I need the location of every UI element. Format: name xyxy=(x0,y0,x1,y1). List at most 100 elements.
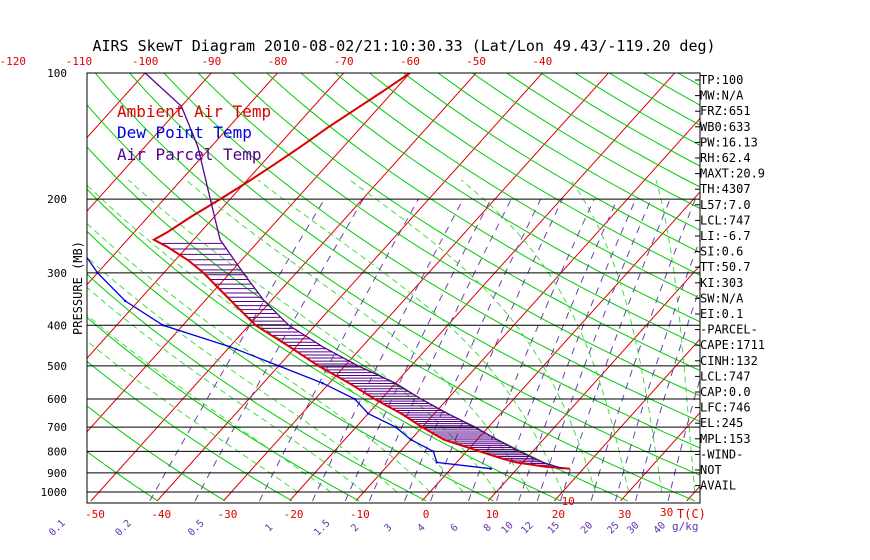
mixing-ratio-line xyxy=(590,198,696,502)
isotherm-line xyxy=(223,73,610,502)
mixing-ratio-label: 2 xyxy=(349,522,361,534)
isotherm-line xyxy=(87,73,279,286)
bottom-temperature-label: 20 xyxy=(552,508,565,521)
dewpoint-point xyxy=(21,157,23,159)
profile-series xyxy=(21,73,571,470)
top-temperature-label: -90 xyxy=(201,55,221,68)
stability-index: CINH:132 xyxy=(700,354,758,368)
cape-hatching xyxy=(160,242,552,466)
mixing-ratio-label: 10 xyxy=(500,520,516,536)
stability-index: SI:0.6 xyxy=(700,245,743,259)
top-temperature-labels: -120 -110 -100 -90 -80 -70 -60 -50 -40 xyxy=(0,55,552,68)
isotherm-line xyxy=(620,411,700,502)
stability-index: TP:100 xyxy=(700,73,743,87)
isotherm-line xyxy=(819,64,870,501)
pressure-tick-labels: 100 200 300 400 500 600 700 800 900 1000 xyxy=(41,67,68,499)
dewpoint-point xyxy=(96,271,99,275)
dewpoint-point xyxy=(73,239,75,241)
dry-adiabat xyxy=(87,273,427,502)
bottom-temperature-label: -50 xyxy=(85,508,105,521)
mixing-ratio-line xyxy=(430,198,563,502)
moist-adiabat xyxy=(257,179,563,493)
mixing-ratio-line xyxy=(635,285,700,502)
dewpoint-point xyxy=(48,120,50,122)
legend-dewpoint: Dew Point Temp xyxy=(117,123,252,142)
stability-index: NOT xyxy=(700,463,722,477)
pressure-tick-label: 900 xyxy=(47,467,67,480)
isotherm-line xyxy=(87,73,212,212)
mixing-ratio-lines xyxy=(149,198,700,502)
mixing-ratio-label: 25 xyxy=(605,520,621,536)
pressure-tick-label: 700 xyxy=(47,421,67,434)
dewpoint-point xyxy=(277,364,280,368)
stability-index: LFC:746 xyxy=(700,401,751,415)
bottom-temperature-label: 30 xyxy=(618,508,631,521)
moist-adiabat xyxy=(87,222,431,493)
isotherm-line xyxy=(156,73,543,502)
series-line-ambient xyxy=(151,73,571,470)
mixing-ratio-label: 6 xyxy=(449,522,461,534)
dewpoint-point xyxy=(435,461,438,464)
dry-adiabat xyxy=(163,73,700,423)
dry-adiabat xyxy=(300,73,700,323)
isotherm-line xyxy=(87,73,411,433)
legend-parcel: Air Parcel Temp xyxy=(117,145,262,164)
pressure-tick-label: 400 xyxy=(47,319,67,332)
top-temperature-label: -70 xyxy=(334,55,354,68)
bottom-temperature-label: -20 xyxy=(284,508,304,521)
stability-index: CAPE:1711 xyxy=(700,338,765,352)
stability-index: KI:303 xyxy=(700,276,743,290)
dry-adiabat xyxy=(506,73,700,188)
bottom-temperature-label: -40 xyxy=(151,508,171,521)
mixing-ratio-line xyxy=(614,238,700,502)
dry-adiabat xyxy=(437,73,700,231)
stability-index: AVAIL xyxy=(700,479,736,493)
isotherm-line xyxy=(87,73,146,139)
temperature-unit-label: T(C) xyxy=(677,507,706,521)
top-temperature-label: -80 xyxy=(268,55,288,68)
dry-adiabat xyxy=(87,450,159,502)
mixing-ratio-label: 0.2 xyxy=(113,518,134,539)
bottom-temperature-label: -30 xyxy=(217,508,237,521)
dry-adiabat xyxy=(87,360,293,502)
stability-index: LCL:747 xyxy=(700,213,751,227)
top-temperature-label: -60 xyxy=(400,55,420,68)
moist-adiabat xyxy=(570,179,663,493)
mixing-ratio-label: 1.5 xyxy=(312,518,333,539)
stability-index: PW:16.13 xyxy=(700,135,758,149)
mixing-ratio-line xyxy=(344,198,492,502)
mixing-ratio-label: 15 xyxy=(546,520,562,536)
bottom-temperature-label: -10 xyxy=(350,508,370,521)
dewpoint-point xyxy=(161,324,165,327)
pressure-tick-label: 200 xyxy=(47,193,67,206)
mixing-ratio-unit-label: g/kg xyxy=(672,520,699,533)
stability-index: WB0:633 xyxy=(700,120,751,134)
mixing-ratio-line xyxy=(468,198,595,502)
isotherm-line xyxy=(554,338,700,502)
mixing-ratio-label: 1 xyxy=(263,522,275,534)
stability-index: TT:50.7 xyxy=(700,260,751,274)
mixing-ratio-label: 12 xyxy=(519,520,535,536)
legend: Ambient Air Temp Dew Point Temp Air Parc… xyxy=(117,102,271,164)
mixing-ratio-line xyxy=(496,198,618,502)
stability-index: MAXT:20.9 xyxy=(700,167,765,181)
stability-index: LI:-6.7 xyxy=(700,229,751,243)
top-temperature-label: -110 xyxy=(66,55,93,68)
top-temperature-label: -50 xyxy=(466,55,486,68)
mixing-ratio-line xyxy=(149,198,325,502)
top-temperature-label: -120 xyxy=(0,55,26,68)
plot-frame xyxy=(86,72,701,504)
series-line-parcel xyxy=(144,73,564,470)
mixing-ratio-line xyxy=(560,198,671,502)
moist-adiabat xyxy=(460,179,630,493)
mixing-ratio-line xyxy=(368,198,512,502)
moist-adiabat xyxy=(349,179,596,493)
dry-adiabat xyxy=(87,104,696,502)
stability-index: CAP:0.0 xyxy=(700,385,751,399)
dry-adiabat xyxy=(87,316,360,502)
mixing-ratio-label: 0.1 xyxy=(47,518,68,539)
stability-index: L57:7.0 xyxy=(700,198,751,212)
